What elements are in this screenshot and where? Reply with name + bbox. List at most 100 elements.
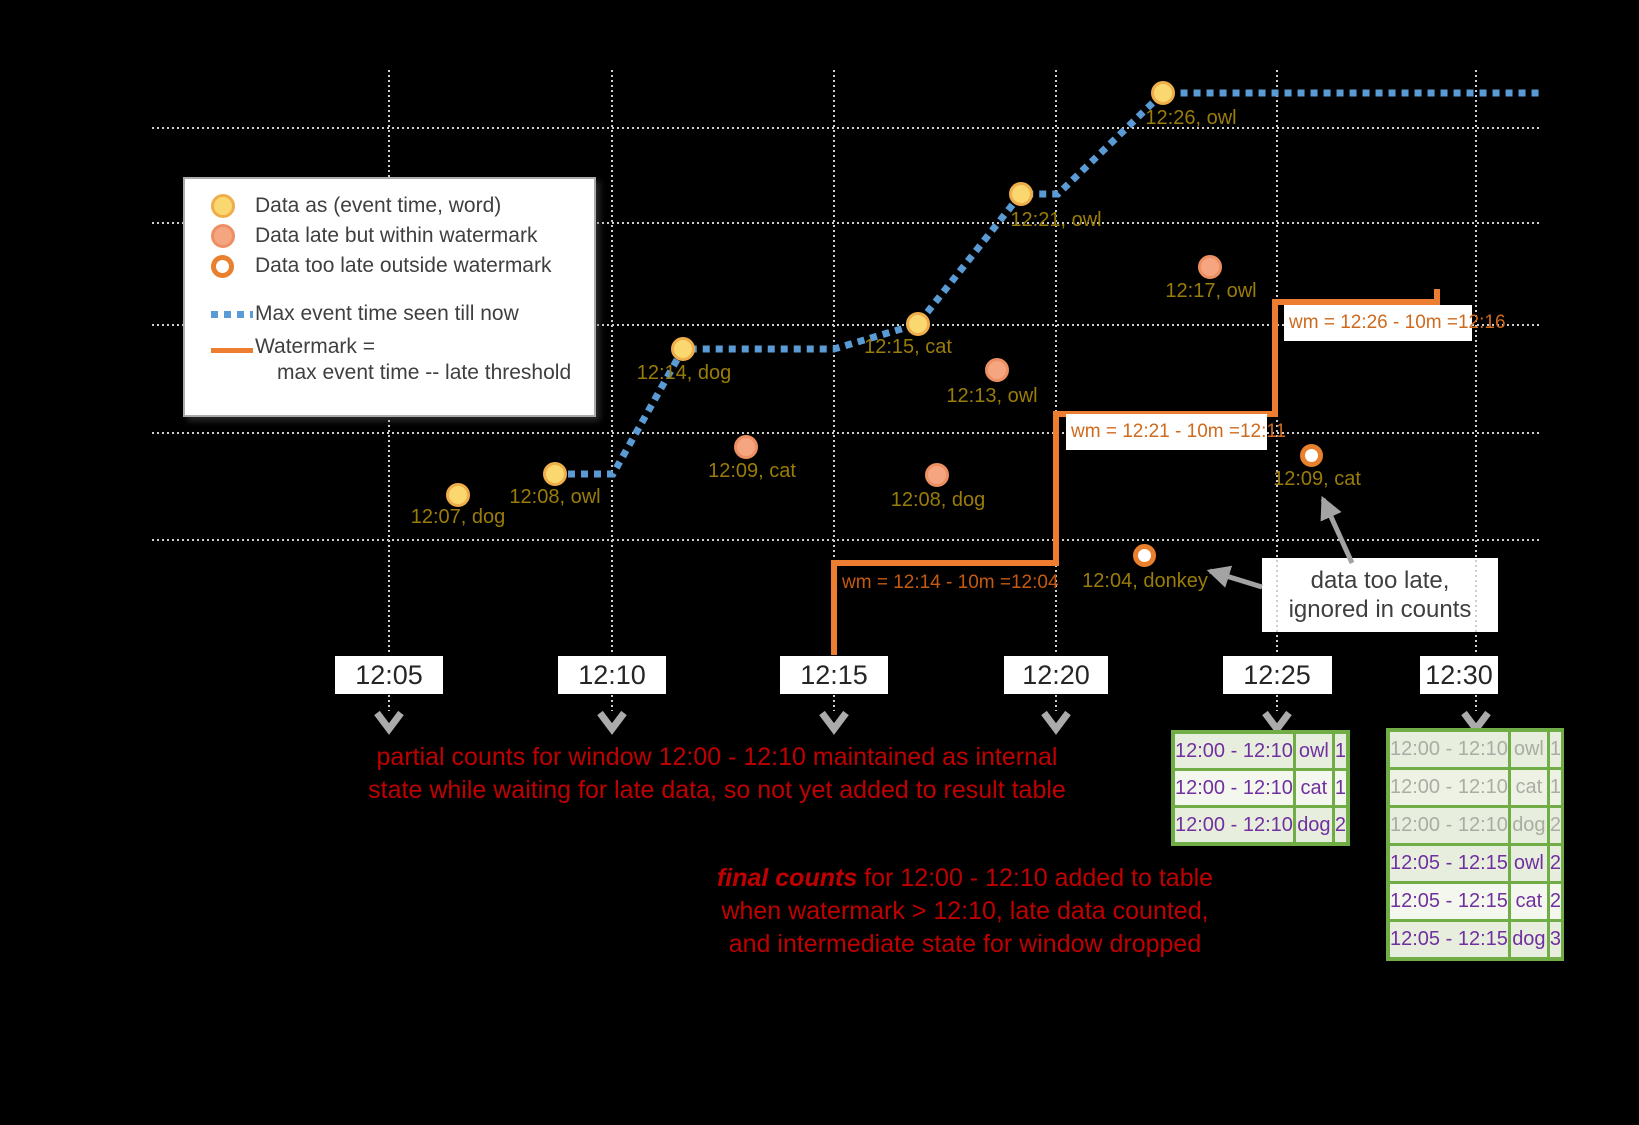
tick-label: 12:20	[1004, 656, 1108, 694]
data-point-ontime	[543, 462, 567, 486]
result-row: 12:00 - 12:10 owl 1	[1390, 732, 1561, 767]
tick-label: 12:15	[780, 656, 888, 694]
watermark-value-label: wm = 12:26 - 10m =12:16	[1284, 305, 1506, 341]
cell-count: 1	[1549, 770, 1561, 805]
watermark-line-icon	[211, 348, 253, 353]
note-line: final counts for 12:00 - 12:10 added to …	[715, 862, 1215, 895]
cell-window: 12:00 - 12:10	[1390, 808, 1508, 843]
result-row: 12:00 - 12:10 cat 1	[1175, 771, 1346, 805]
cell-count: 1	[1334, 771, 1346, 805]
cell-word: cat	[1295, 771, 1332, 805]
cell-window: 12:00 - 12:10	[1390, 770, 1508, 805]
cell-window: 12:05 - 12:15	[1390, 846, 1508, 881]
data-point-label: 12:17, owl	[1165, 280, 1257, 302]
data-point-late	[985, 358, 1009, 382]
cell-count: 2	[1549, 884, 1561, 919]
legend-item-watermark: Watermark =	[203, 329, 594, 359]
note-line: when watermark > 12:10, late data counte…	[721, 897, 1209, 925]
legend-label: Data late but within watermark	[255, 224, 538, 247]
data-point-ontime	[446, 483, 470, 507]
watermark-value-label: wm = 12:14 - 10m =12:04	[842, 572, 1059, 593]
legend-item-late: Data late but within watermark	[203, 221, 594, 251]
watermark-value-label: wm = 12:21 - 10m =12:11	[1066, 414, 1286, 450]
tick-arrow-icon	[374, 710, 404, 735]
cell-window: 12:00 - 12:10	[1175, 808, 1293, 842]
result-row: 12:05 - 12:15 dog 3	[1390, 922, 1561, 957]
result-table-1: 12:00 - 12:10 owl 1 12:00 - 12:10 cat 1 12:00 …	[1171, 730, 1350, 846]
legend-label: Watermark =	[255, 335, 375, 358]
data-point-label: 12:15, cat	[864, 336, 952, 358]
tick-arrow-icon	[819, 710, 849, 735]
cell-word: cat	[1510, 884, 1547, 919]
data-point-label: 12:26, owl	[1145, 107, 1237, 129]
cell-window: 12:00 - 12:10	[1175, 734, 1293, 768]
legend-item-toolate: Data too late outside watermark	[203, 251, 594, 281]
tick-label: 12:10	[558, 656, 666, 694]
result-row: 12:00 - 12:10 dog 2	[1175, 808, 1346, 842]
data-point-label: 12:09, cat	[708, 460, 796, 482]
data-point-toolate	[1300, 444, 1323, 467]
partial-counts-note: partial counts for window 12:00 - 12:10 …	[337, 741, 1097, 807]
result-row: 12:05 - 12:15 cat 2	[1390, 884, 1561, 919]
data-point-toolate	[1133, 544, 1156, 567]
legend-label: Data too late outside watermark	[255, 254, 552, 277]
tick-label: 12:05	[335, 656, 443, 694]
cell-word: owl	[1295, 734, 1332, 768]
data-point-ontime	[671, 337, 695, 361]
cell-window: 12:05 - 12:15	[1390, 884, 1508, 919]
legend-label: max event time -- late threshold	[277, 361, 572, 384]
cell-count: 2	[1549, 846, 1561, 881]
result-row: 12:00 - 12:10 dog 2	[1390, 808, 1561, 843]
legend-item-max-event-time: Max event time seen till now	[203, 299, 594, 329]
data-point-ontime	[906, 312, 930, 336]
cell-word: dog	[1510, 808, 1547, 843]
note-line: state while waiting for late data, so no…	[368, 776, 1066, 804]
callout-arrow	[1320, 495, 1355, 565]
note-line: partial counts for window 12:00 - 12:10 …	[376, 743, 1058, 771]
result-row: 12:05 - 12:15 owl 2	[1390, 846, 1561, 881]
tick-label: 12:25	[1222, 656, 1332, 694]
legend-item-watermark-cont: max event time -- late threshold	[203, 359, 594, 387]
result-row: 12:00 - 12:10 owl 1	[1175, 734, 1346, 768]
max-event-time-line-icon	[211, 310, 253, 318]
final-counts-note: final counts for 12:00 - 12:10 added to …	[715, 862, 1215, 961]
ontime-dot-icon	[211, 194, 235, 218]
callout-line1: data too late,	[1310, 567, 1450, 594]
data-point-label: 12:21, owl	[1010, 209, 1102, 231]
data-point-label: 12:08, dog	[890, 489, 986, 511]
cell-count: 2	[1549, 808, 1561, 843]
cell-count: 3	[1549, 922, 1561, 957]
cell-word: dog	[1295, 808, 1332, 842]
data-too-late-callout: data too late, ignored in counts	[1262, 558, 1498, 632]
data-point-label: 12:07, dog	[410, 506, 506, 528]
note-line-rest: for 12:00 - 12:10 added to table	[857, 864, 1214, 892]
final-counts-emphasis: final counts	[716, 864, 858, 892]
tick-arrow-icon	[1041, 710, 1071, 735]
legend: Data as (event time, word) Data late but…	[183, 177, 596, 417]
data-point-ontime	[1009, 182, 1033, 206]
cell-count: 2	[1334, 808, 1346, 842]
cell-word: owl	[1510, 732, 1547, 767]
tick-arrow-icon	[1461, 710, 1491, 735]
tick-arrow-icon	[597, 710, 627, 735]
data-point-label: 12:04, donkey	[1082, 570, 1208, 592]
data-point-ontime	[1151, 81, 1175, 105]
too-late-dot-icon	[211, 254, 234, 278]
legend-label: Data as (event time, word)	[255, 194, 502, 217]
data-point-label: 12:09, cat	[1273, 468, 1361, 490]
cell-window: 12:05 - 12:15	[1390, 922, 1508, 957]
tick-arrow-icon	[1262, 710, 1292, 735]
legend-item-ontime: Data as (event time, word)	[203, 191, 594, 221]
cell-count: 1	[1549, 732, 1561, 767]
data-point-label: 12:13, owl	[946, 385, 1038, 407]
data-point-late	[925, 463, 949, 487]
result-table-2: 12:00 - 12:10 owl 1 12:00 - 12:10 cat 1 12:00 …	[1386, 728, 1564, 961]
callout-arrow	[1206, 565, 1263, 590]
tick-label: 12:30	[1420, 656, 1498, 694]
cell-window: 12:00 - 12:10	[1390, 732, 1508, 767]
callout-line2: ignored in counts	[1288, 596, 1472, 623]
data-point-late	[1198, 255, 1222, 279]
note-line: and intermediate state for window droppe…	[728, 930, 1202, 958]
data-point-label: 12:14, dog	[636, 362, 732, 384]
